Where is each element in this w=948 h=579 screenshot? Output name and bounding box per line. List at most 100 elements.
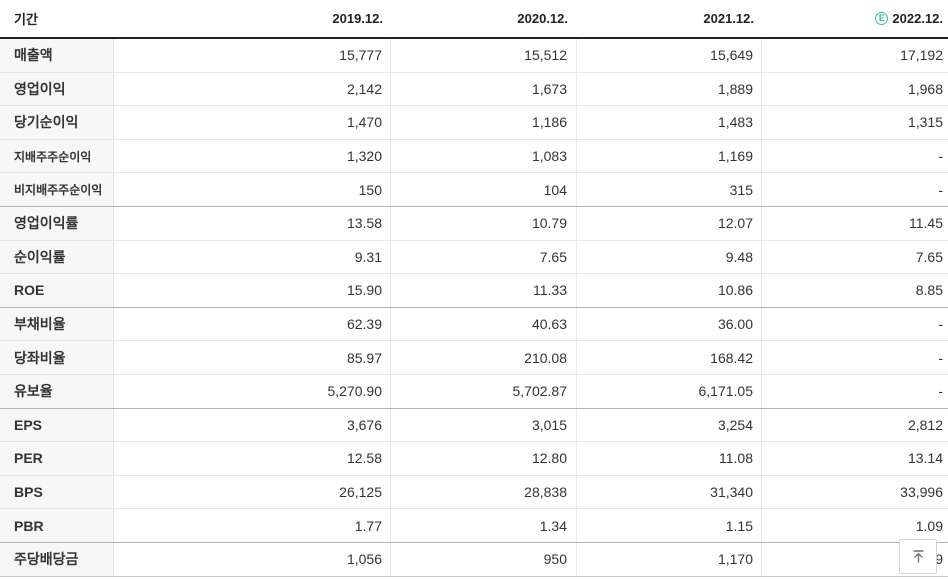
cell-value: 1,169: [577, 139, 762, 173]
table-row: 지배주주순이익 1,320 1,083 1,169 -: [0, 139, 948, 174]
row-label: 주당배당금: [0, 542, 114, 576]
cell-value: 1,470: [114, 106, 391, 139]
table-body: 매출액 15,777 15,512 15,649 17,192 영업이익 2,142 1,67…: [0, 39, 948, 577]
cell-value: 168.42: [577, 341, 762, 374]
cell-value: 1,186: [391, 106, 577, 139]
cell-value: 85.97: [114, 341, 391, 374]
row-label: 당기순이익: [0, 106, 114, 139]
cell-value: 12.80: [391, 442, 577, 475]
row-label: 부채비율: [0, 307, 114, 341]
cell-value: 1,483: [577, 106, 762, 139]
cell-value: 40.63: [391, 307, 577, 341]
cell-value: 1.09: [915, 517, 943, 534]
cell-value: 104: [391, 173, 577, 206]
cell-value: 15,777: [114, 39, 391, 72]
cell-value: 1,889: [577, 72, 762, 106]
cell-value: 5,270.90: [114, 374, 391, 408]
cell-value: 1,056: [114, 542, 391, 576]
header-2021-12: 2021.12.: [703, 11, 754, 26]
table-row: 유보율 5,270.90 5,702.87 6,171.05 -: [0, 374, 948, 409]
row-label: 당좌비율: [0, 341, 114, 374]
cell-value: 28,838: [391, 475, 577, 509]
table-row: 주당배당금 1,056 950 1,170 9: [0, 542, 948, 577]
table-header-row: 기간 2019.12. 2020.12. 2021.12. E 2022.12.: [0, 0, 948, 39]
cell-value: 36.00: [577, 307, 762, 341]
table-row: PER 12.58 12.80 11.08 13.14: [0, 442, 948, 476]
cell-value: 950: [391, 542, 577, 576]
cell-value: -: [938, 148, 943, 165]
cell-value: 210.08: [391, 341, 577, 374]
table-row: BPS 26,125 28,838 31,340 33,996: [0, 475, 948, 510]
table-row: 영업이익률 13.58 10.79 12.07 11.45: [0, 206, 948, 241]
cell-value: 1,170: [577, 542, 762, 576]
table-row: EPS 3,676 3,015 3,254 2,812: [0, 408, 948, 443]
table-row: 부채비율 62.39 40.63 36.00 -: [0, 307, 948, 342]
cell-value: -: [938, 383, 943, 400]
cell-value: 3,254: [577, 408, 762, 442]
header-2022-12-estimate: E 2022.12.: [762, 0, 948, 37]
table-row: 순이익률 9.31 7.65 9.48 7.65: [0, 240, 948, 275]
row-label: PBR: [0, 509, 114, 542]
cell-value: 3,676: [114, 408, 391, 442]
cell-value: 15,649: [577, 39, 762, 72]
row-label: 비지배주주순이익: [0, 173, 114, 206]
cell-value: -: [938, 181, 943, 198]
table-row: 매출액 15,777 15,512 15,649 17,192: [0, 39, 948, 73]
header-2020-12: 2020.12.: [517, 11, 568, 26]
cell-value: 1.15: [577, 509, 762, 542]
cell-value: 15,512: [391, 39, 577, 72]
row-label: PER: [0, 442, 114, 475]
cell-value: -: [938, 349, 943, 366]
row-label: BPS: [0, 475, 114, 509]
scroll-to-top-button[interactable]: [899, 539, 937, 574]
cell-value: 5,702.87: [391, 374, 577, 408]
cell-value: 11.33: [391, 274, 577, 307]
row-label: 지배주주순이익: [0, 139, 114, 173]
cell-value: 7.65: [915, 248, 943, 265]
header-2022-12-label: 2022.12.: [892, 11, 943, 26]
cell-value: -: [938, 316, 943, 333]
cell-value: 1,320: [114, 139, 391, 173]
estimate-icon: E: [875, 12, 889, 25]
cell-value: 12.58: [114, 442, 391, 475]
cell-value: 33,996: [900, 484, 943, 501]
cell-value: 9: [935, 551, 943, 568]
table-row: 비지배주주순이익 150 104 315 -: [0, 173, 948, 207]
header-period: 기간: [14, 12, 38, 27]
table-row: PBR 1.77 1.34 1.15 1.09: [0, 509, 948, 543]
cell-value: 315: [577, 173, 762, 206]
row-label: 영업이익: [0, 72, 114, 106]
cell-value: 17,192: [900, 47, 943, 64]
table-row: ROE 15.90 11.33 10.86 8.85: [0, 274, 948, 308]
cell-value: 3,015: [391, 408, 577, 442]
cell-value: 9.48: [577, 240, 762, 274]
table-row: 당기순이익 1,470 1,186 1,483 1,315: [0, 106, 948, 140]
cell-value: 13.58: [114, 206, 391, 240]
cell-value: 62.39: [114, 307, 391, 341]
header-2019-12: 2019.12.: [332, 11, 383, 26]
cell-value: 150: [114, 173, 391, 206]
cell-value: 11.45: [909, 215, 943, 232]
cell-value: 1,315: [907, 114, 943, 131]
cell-value: 31,340: [577, 475, 762, 509]
cell-value: 15.90: [114, 274, 391, 307]
cell-value: 26,125: [114, 475, 391, 509]
cell-value: 11.08: [577, 442, 762, 475]
cell-value: 2,142: [114, 72, 391, 106]
cell-value: 7.65: [391, 240, 577, 274]
cell-value: 13.14: [907, 450, 943, 467]
row-label: ROE: [0, 274, 114, 307]
cell-value: 2,812: [907, 416, 943, 433]
cell-value: 1.34: [391, 509, 577, 542]
cell-value: 8.85: [915, 282, 943, 299]
cell-value: 10.86: [577, 274, 762, 307]
row-label: 매출액: [0, 39, 114, 72]
scroll-to-top-icon: [910, 548, 927, 565]
row-label: EPS: [0, 408, 114, 442]
cell-value: 9.31: [114, 240, 391, 274]
cell-value: 1,673: [391, 72, 577, 106]
cell-value: 12.07: [577, 206, 762, 240]
cell-value: 1,968: [907, 80, 943, 97]
cell-value: 1,083: [391, 139, 577, 173]
